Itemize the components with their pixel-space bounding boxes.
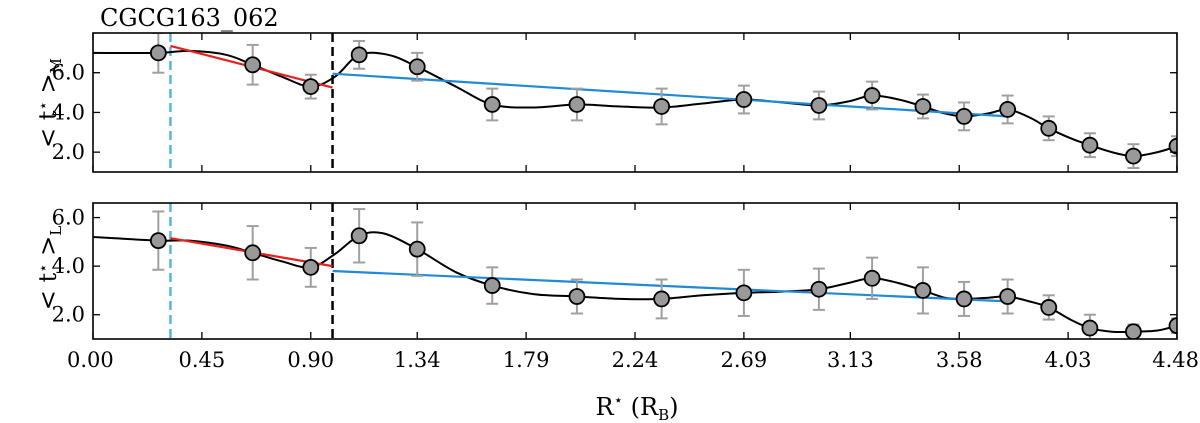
data-point: [914, 98, 932, 115]
x-tick-label: 1.79: [503, 348, 550, 372]
y-axis-label-bottom: < t⋆ >L: [34, 226, 65, 311]
data-point: [735, 284, 753, 302]
error-bar: [1171, 135, 1177, 158]
x-tick-label: 3.58: [936, 348, 983, 372]
data-point: [1168, 137, 1177, 155]
data-point: [914, 282, 932, 299]
y-tick-label: 2.0: [52, 303, 85, 327]
data-point: [999, 288, 1017, 305]
data-point: [350, 46, 368, 64]
data-point: [568, 96, 586, 113]
x-tick-label: 0.45: [179, 348, 226, 372]
x-tick-label: 4.48: [1152, 348, 1199, 372]
data-point: [1081, 319, 1099, 337]
data-point: [1081, 136, 1099, 154]
data-point: [653, 98, 671, 115]
data-point: [735, 91, 753, 108]
data-point: [1168, 317, 1177, 335]
data-point: [350, 227, 368, 245]
data-point: [1125, 147, 1142, 165]
y-axis-label-top: < t⋆ >M: [34, 58, 65, 148]
data-point: [149, 44, 167, 62]
panel-mass-weighted: < t⋆ >M 2.0 4.0 6.0: [34, 32, 1178, 173]
plot-frame: [92, 202, 1178, 340]
x-tick-label: 1.34: [394, 348, 441, 372]
data-point: [999, 101, 1017, 118]
y-tick-label: 2.0: [52, 140, 85, 164]
x-tick-label: 4.03: [1045, 348, 1092, 372]
data-point: [244, 244, 262, 262]
x-tick-label: 0.90: [287, 348, 334, 372]
chart-title: CGCG163_062: [100, 4, 279, 32]
data-point: [1040, 299, 1058, 316]
panel-light-weighted: < t⋆ >L 2.0 4.0 6.0: [34, 202, 1178, 340]
data-point: [302, 258, 320, 276]
x-tick-label: 0.00: [67, 348, 114, 372]
plot-frame: [92, 32, 1178, 173]
data-point: [653, 290, 671, 308]
outer-fit-line: [332, 269, 1008, 303]
data-point: [568, 288, 586, 305]
data-point: [244, 56, 262, 74]
data-point: [863, 87, 881, 104]
data-point: [955, 108, 973, 125]
y-tick-label: 4.0: [52, 100, 85, 124]
y-tick-label: 6.0: [52, 206, 85, 230]
data-point: [810, 97, 828, 114]
data-point: [302, 78, 320, 96]
data-point: [1040, 119, 1058, 137]
data-point: [408, 58, 426, 76]
data-point: [1125, 323, 1142, 339]
x-axis-label: R⋆ (RB): [596, 391, 679, 423]
x-axis-ticks: 0.00 0.45 0.90 1.34 1.79 2.24 2.69 3.13 3.58 4.03…: [67, 348, 1199, 372]
x-tick-label: 3.13: [827, 348, 874, 372]
data-point: [149, 232, 167, 250]
y-tick-label: 4.0: [52, 254, 85, 278]
data-point: [483, 96, 501, 113]
outer-fit-line: [332, 72, 1008, 118]
data-point: [483, 277, 501, 294]
x-tick-label: 2.24: [612, 348, 659, 372]
data-point: [408, 240, 426, 258]
data-point: [810, 280, 828, 298]
data-point: [863, 269, 881, 287]
y-tick-label: 6.0: [52, 61, 85, 85]
plot-area: [93, 33, 1177, 172]
data-point: [955, 290, 973, 308]
x-tick-label: 2.69: [721, 348, 768, 372]
plot-area: [93, 203, 1177, 339]
